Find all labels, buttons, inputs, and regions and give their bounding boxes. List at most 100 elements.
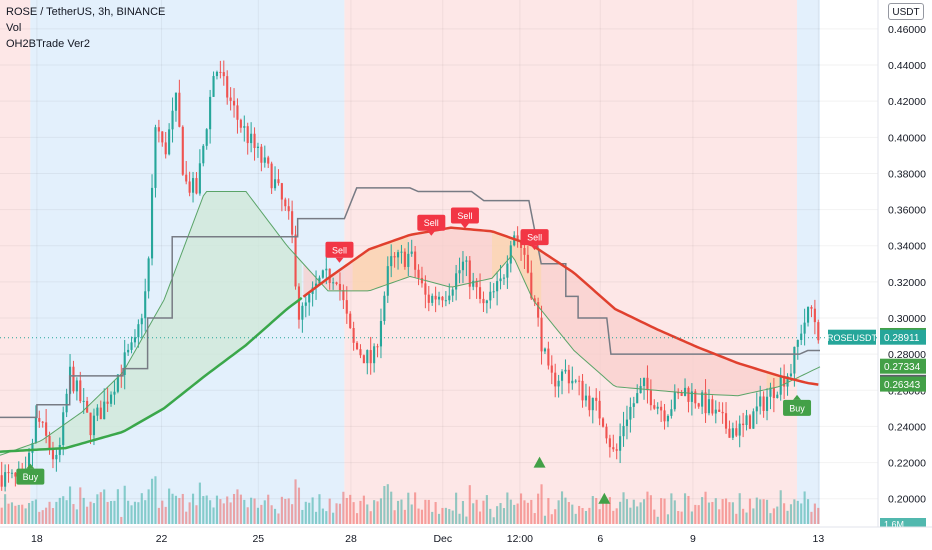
- volume-bar: [308, 502, 311, 524]
- candle: [226, 76, 229, 98]
- volume-bar: [735, 513, 738, 524]
- volume-bar: [478, 511, 482, 524]
- volume-bar: [537, 493, 540, 524]
- candle: [441, 296, 444, 301]
- candle: [113, 391, 116, 395]
- sell-label-text: Sell: [332, 245, 347, 255]
- buy-signal[interactable]: Buy: [16, 463, 45, 485]
- volume-bar: [779, 490, 782, 524]
- candle: [509, 245, 512, 264]
- volume-bar: [694, 504, 697, 524]
- time-tick-label: 22: [156, 533, 168, 545]
- candle: [663, 410, 666, 422]
- candle: [403, 251, 406, 267]
- volume-bar: [625, 499, 629, 524]
- candle: [537, 302, 540, 318]
- volume-bar: [673, 500, 676, 524]
- sell-signal[interactable]: Sell: [417, 214, 446, 236]
- volume-bar: [390, 491, 393, 524]
- candle: [796, 339, 799, 347]
- volume-bar: [4, 494, 7, 524]
- volume-bar: [608, 497, 611, 524]
- volume-bar: [591, 496, 594, 524]
- candle: [154, 127, 157, 188]
- custom-indicator-label[interactable]: OH2BTrade Ver2: [6, 38, 90, 50]
- volume-bar: [817, 507, 820, 524]
- symbol-title[interactable]: ROSE / TetherUS, 3h, BINANCE: [6, 6, 166, 18]
- candle: [755, 406, 758, 412]
- ribbon-fill: [352, 235, 409, 291]
- candle: [308, 293, 311, 303]
- price-axis[interactable]: 0.200000.220000.240000.260000.280000.300…: [827, 0, 926, 550]
- volume-bar: [116, 489, 119, 524]
- buy-label-box: [783, 399, 812, 416]
- candle: [465, 260, 468, 262]
- volume-bar: [632, 499, 635, 524]
- candle: [349, 313, 352, 329]
- candle: [591, 397, 594, 411]
- volume-bar: [485, 495, 488, 524]
- volume-bar: [185, 511, 188, 524]
- volume-bar: [502, 508, 506, 524]
- volume-bar: [75, 509, 78, 524]
- axis-gap: [820, 0, 878, 550]
- volume-bar: [772, 508, 775, 524]
- indicator-lines: [0, 187, 878, 456]
- volume-bar: [311, 497, 314, 524]
- candle: [619, 436, 622, 451]
- candle: [27, 452, 31, 470]
- volume-indicator-label[interactable]: Vol: [6, 22, 22, 34]
- candle: [229, 97, 232, 101]
- sell-signal[interactable]: Sell: [520, 229, 549, 251]
- buy-signal[interactable]: Buy: [783, 394, 812, 416]
- volume-bar: [99, 492, 102, 524]
- price-tick-label: 0.36000: [888, 205, 926, 217]
- candle: [578, 380, 581, 382]
- candle: [543, 348, 547, 352]
- volume-bar: [690, 511, 693, 524]
- volume-bar: [461, 501, 465, 524]
- candle: [704, 392, 707, 414]
- volume-bar: [171, 493, 174, 524]
- candle: [209, 96, 212, 130]
- candle: [690, 391, 693, 402]
- candle: [803, 322, 806, 334]
- candle: [724, 413, 728, 429]
- volume-bar: [738, 493, 741, 524]
- volume-bar: [236, 489, 239, 524]
- sell-signal[interactable]: Sell: [325, 241, 354, 263]
- candle: [383, 295, 386, 322]
- volume-bar: [270, 505, 273, 524]
- volume-bar: [325, 511, 328, 524]
- volume-bar: [7, 503, 10, 524]
- currency-button[interactable]: USDT: [888, 3, 924, 20]
- candle: [120, 374, 123, 376]
- volume-bar: [437, 513, 441, 524]
- candle: [239, 119, 242, 128]
- volume-bar: [629, 507, 632, 524]
- candle: [342, 290, 345, 301]
- time-axis[interactable]: 18 22 25 28 Dec 12:00 6 9 13: [0, 526, 932, 550]
- price-tag: [880, 376, 926, 392]
- candle: [649, 390, 652, 406]
- volume-bar: [441, 507, 444, 524]
- volume-bar: [434, 502, 437, 524]
- volume-bar: [420, 509, 424, 524]
- volume-bar: [455, 492, 458, 524]
- volume-bar: [509, 499, 512, 524]
- sell-signal[interactable]: Sell: [450, 207, 479, 229]
- volume-bar: [379, 498, 383, 524]
- volume-bar: [174, 495, 178, 524]
- candle: [642, 377, 646, 387]
- volume-bar: [355, 513, 359, 524]
- volume-bar: [130, 505, 133, 524]
- ema-line-bear: [302, 226, 819, 386]
- volume-bar: [783, 503, 786, 524]
- candle: [817, 322, 820, 341]
- volume-bar: [318, 494, 321, 524]
- candle: [318, 277, 321, 284]
- candle: [431, 295, 434, 303]
- volume-bar: [642, 499, 646, 524]
- volume-bar: [335, 503, 338, 524]
